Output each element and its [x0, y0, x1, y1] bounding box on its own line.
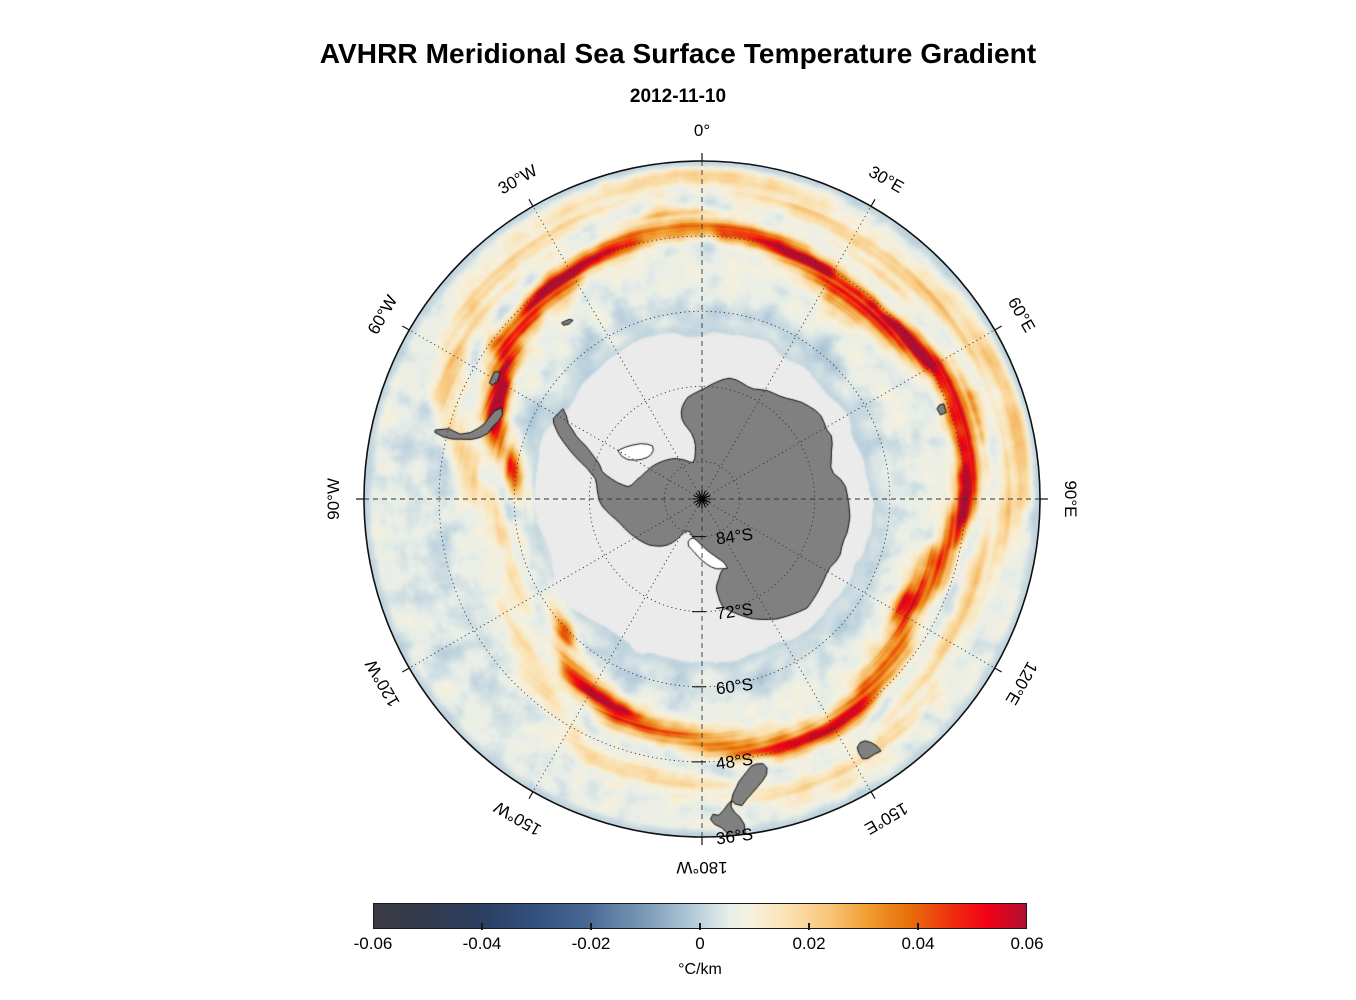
- page-title: AVHRR Meridional Sea Surface Temperature…: [319, 38, 1037, 69]
- lon-label-90W: 90°W: [324, 478, 343, 520]
- graticule-overlay: [356, 153, 1048, 845]
- colorbar-tick-label: 0.04: [901, 934, 935, 953]
- colorbar-tick-label: -0.04: [462, 934, 502, 953]
- lon-label-0: 0°: [693, 121, 711, 140]
- lon-label-90E: 90°E: [1061, 480, 1080, 518]
- polar-map: [356, 153, 1048, 845]
- colorbar-ticks: [373, 923, 1027, 930]
- colorbar-tick-label: -0.02: [571, 934, 611, 953]
- figure-subtitle: 2012-11-10: [629, 86, 727, 107]
- colorbar-tick-label: 0: [695, 934, 705, 953]
- colorbar-tick: [699, 923, 701, 930]
- colorbar-tick-label: 0.06: [1010, 934, 1044, 953]
- colorbar-tick-label: 0.02: [792, 934, 826, 953]
- colorbar: -0.06 -0.04 -0.02 0 0.02 0.04 0.06 °C/km: [354, 903, 1044, 978]
- colorbar-tick-label: -0.06: [353, 934, 393, 953]
- colorbar-tick-labels: -0.06 -0.04 -0.02 0 0.02 0.04 0.06: [313, 934, 1087, 958]
- lon-label-180W: 180°W: [676, 858, 728, 877]
- colorbar-tick: [917, 923, 919, 930]
- lat-label-36S: 36°S: [714, 824, 755, 849]
- colorbar-tick: [590, 923, 592, 930]
- colorbar-tick: [808, 923, 810, 930]
- colorbar-tick: [481, 923, 483, 930]
- colorbar-unit-label: °C/km: [678, 961, 722, 978]
